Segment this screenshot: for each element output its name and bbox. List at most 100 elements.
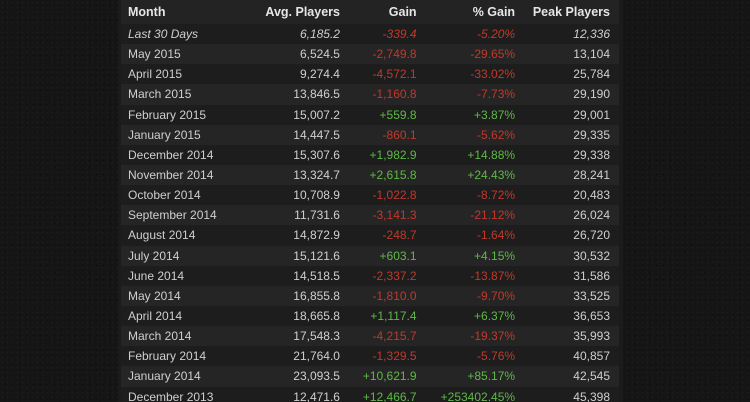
peak-players-cell: 45,398	[515, 386, 619, 402]
month-cell: May 2014	[121, 285, 247, 306]
player-history-panel: Month Avg. Players Gain % Gain Peak Play…	[118, 0, 623, 402]
percent-gain-cell: -19.37%	[416, 326, 516, 347]
percent-gain-cell: +14.88%	[416, 144, 516, 165]
peak-players-cell: 36,653	[515, 305, 619, 327]
table-row: September 2014 11,731.6 -3,141.3 -21.12% 26,…	[121, 205, 619, 226]
month-cell: July 2014	[121, 245, 247, 266]
avg-players-cell: 13,846.5	[246, 84, 340, 105]
peak-players-cell: 26,720	[515, 225, 619, 246]
gain-cell: +2,615.8	[339, 164, 417, 186]
percent-gain-cell: +6.37%	[416, 305, 516, 327]
peak-players-cell: 29,190	[515, 84, 619, 105]
percent-gain-cell: -29.65%	[416, 44, 516, 65]
table-row: December 2013 12,471.6 +12,466.7 +253402.45…	[121, 386, 619, 402]
avg-players-cell: 11,731.6	[246, 205, 340, 226]
avg-players-cell: 16,855.8	[246, 285, 340, 306]
avg-players-cell: 17,548.3	[246, 326, 340, 347]
month-cell: October 2014	[121, 185, 247, 206]
table-row: October 2014 10,708.9 -1,022.8 -8.72% 20,483	[121, 185, 619, 206]
table-row: May 2015 6,524.5 -2,749.8 -29.65% 13,104	[121, 44, 619, 65]
table-row: January 2014 23,093.5 +10,621.9 +85.17% 42,5…	[121, 366, 619, 387]
peak-players-cell: 28,241	[515, 164, 619, 186]
table-row: June 2014 14,518.5 -2,337.2 -13.87% 31,586	[121, 265, 619, 286]
peak-players-cell: 31,586	[515, 265, 619, 286]
avg-players-cell: 15,007.2	[246, 104, 340, 125]
percent-gain-cell: -5.62%	[416, 124, 516, 145]
gain-cell: +559.8	[339, 104, 417, 125]
gain-cell: -248.7	[339, 225, 417, 246]
percent-gain-cell: +85.17%	[416, 366, 516, 387]
gain-cell: +603.1	[339, 245, 417, 266]
percent-gain-cell: -21.12%	[416, 205, 516, 226]
percent-gain-cell: +24.43%	[416, 164, 516, 186]
avg-players-cell: 23,093.5	[246, 366, 340, 387]
month-cell: January 2015	[121, 124, 247, 145]
gain-cell: -2,749.8	[339, 44, 417, 65]
gain-cell: -860.1	[339, 124, 417, 145]
month-cell: September 2014	[121, 205, 247, 226]
month-cell: June 2014	[121, 265, 247, 286]
gain-cell: -4,572.1	[339, 64, 417, 85]
peak-players-cell: 35,993	[515, 326, 619, 347]
avg-players-cell: 12,471.6	[246, 386, 340, 402]
avg-players-cell: 14,518.5	[246, 265, 340, 286]
avg-players-cell: 18,665.8	[246, 305, 340, 327]
table-row: April 2014 18,665.8 +1,117.4 +6.37% 36,653	[121, 305, 619, 327]
peak-players-cell: 13,104	[515, 44, 619, 65]
peak-players-cell: 20,483	[515, 185, 619, 206]
percent-gain-cell: -1.64%	[416, 225, 516, 246]
month-cell: February 2014	[121, 346, 247, 367]
avg-players-cell: 15,307.6	[246, 144, 340, 165]
column-header-avg-players[interactable]: Avg. Players	[246, 0, 340, 24]
column-header-gain[interactable]: Gain	[339, 0, 417, 24]
avg-players-cell: 15,121.6	[246, 245, 340, 266]
gain-cell: +1,982.9	[339, 144, 417, 165]
percent-gain-cell: -33.02%	[416, 64, 516, 85]
peak-players-cell: 29,335	[515, 124, 619, 145]
month-cell: January 2014	[121, 366, 247, 387]
gain-cell: -1,022.8	[339, 185, 417, 206]
table-row: August 2014 14,872.9 -248.7 -1.64% 26,720	[121, 225, 619, 246]
gain-cell: -3,141.3	[339, 205, 417, 226]
percent-gain-cell: -13.87%	[416, 265, 516, 286]
table-row: March 2014 17,548.3 -4,215.7 -19.37% 35,993	[121, 326, 619, 347]
percent-gain-cell: -9.70%	[416, 285, 516, 306]
month-cell: Last 30 Days	[121, 24, 247, 45]
column-header-peak-players[interactable]: Peak Players	[515, 0, 619, 24]
table-row: April 2015 9,274.4 -4,572.1 -33.02% 25,784	[121, 64, 619, 85]
table-body: Last 30 Days 6,185.2 -339.4 -5.20% 12,336 May…	[121, 24, 619, 402]
avg-players-cell: 21,764.0	[246, 346, 340, 367]
table-row: January 2015 14,447.5 -860.1 -5.62% 29,335	[121, 124, 619, 145]
percent-gain-cell: -5.20%	[416, 24, 516, 45]
avg-players-cell: 13,324.7	[246, 164, 340, 186]
peak-players-cell: 33,525	[515, 285, 619, 306]
table-row: March 2015 13,846.5 -1,160.8 -7.73% 29,190	[121, 84, 619, 105]
month-cell: November 2014	[121, 164, 247, 186]
peak-players-cell: 30,532	[515, 245, 619, 266]
gain-cell: +1,117.4	[339, 305, 417, 327]
player-count-table: Month Avg. Players Gain % Gain Peak Play…	[121, 0, 619, 402]
percent-gain-cell: -5.76%	[416, 346, 516, 367]
peak-players-cell: 29,338	[515, 144, 619, 165]
avg-players-cell: 6,524.5	[246, 44, 340, 65]
column-header-month[interactable]: Month	[121, 0, 247, 24]
percent-gain-cell: -8.72%	[416, 185, 516, 206]
table-row: February 2015 15,007.2 +559.8 +3.87% 29,001	[121, 104, 619, 125]
peak-players-cell: 29,001	[515, 104, 619, 125]
month-cell: December 2013	[121, 386, 247, 402]
month-cell: April 2015	[121, 64, 247, 85]
month-cell: December 2014	[121, 144, 247, 165]
peak-players-cell: 26,024	[515, 205, 619, 226]
month-cell: August 2014	[121, 225, 247, 246]
gain-cell: -339.4	[339, 24, 417, 45]
peak-players-cell: 12,336	[515, 24, 619, 45]
table-row: November 2014 13,324.7 +2,615.8 +24.43% 28,2…	[121, 164, 619, 186]
gain-cell: -1,329.5	[339, 346, 417, 367]
table-row: December 2014 15,307.6 +1,982.9 +14.88% 29,3…	[121, 144, 619, 165]
gain-cell: -4,215.7	[339, 326, 417, 347]
percent-gain-cell: +4.15%	[416, 245, 516, 266]
avg-players-cell: 10,708.9	[246, 185, 340, 206]
peak-players-cell: 40,857	[515, 346, 619, 367]
column-header-percent-gain[interactable]: % Gain	[416, 0, 516, 24]
table-row: May 2014 16,855.8 -1,810.0 -9.70% 33,525	[121, 285, 619, 306]
